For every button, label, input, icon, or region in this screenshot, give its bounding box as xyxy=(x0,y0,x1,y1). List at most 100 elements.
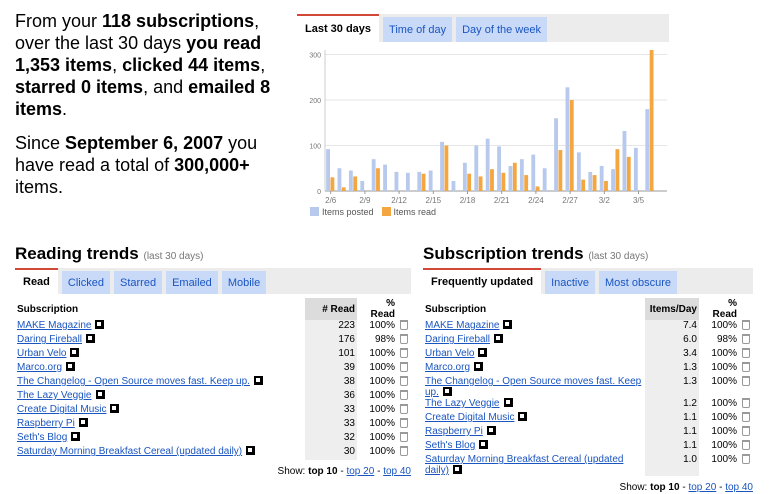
column-read-count[interactable]: # Read xyxy=(305,298,357,320)
bar-items-posted xyxy=(428,170,433,191)
subscription-link[interactable]: Saturday Morning Breakfast Cereal (updat… xyxy=(17,446,243,457)
trash-icon[interactable] xyxy=(742,454,750,464)
external-link-icon[interactable] xyxy=(95,320,105,329)
external-link-icon[interactable] xyxy=(70,348,80,357)
subscription-link[interactable]: Marco.org xyxy=(17,362,63,373)
external-link-icon[interactable] xyxy=(78,418,88,427)
trash-icon[interactable] xyxy=(742,362,750,372)
trash-icon[interactable] xyxy=(400,418,408,428)
subscription-link[interactable]: Raspberry Pi xyxy=(425,426,483,437)
trash-icon[interactable] xyxy=(742,320,750,330)
reading-trends-tabs: Read Clicked Starred Emailed Mobile xyxy=(15,268,411,294)
table-row: Saturday Morning Breakfast Cereal (updat… xyxy=(15,446,411,460)
external-link-icon[interactable] xyxy=(486,426,496,435)
tab-mobile[interactable]: Mobile xyxy=(221,271,267,294)
trash-icon[interactable] xyxy=(400,404,408,414)
bar-items-read xyxy=(524,175,529,191)
tab-last-30-days[interactable]: Last 30 days xyxy=(297,14,380,42)
trash-icon[interactable] xyxy=(742,412,750,422)
trash-icon[interactable] xyxy=(400,446,408,456)
show-top-20-link[interactable]: top 20 xyxy=(688,482,717,493)
tab-emailed[interactable]: Emailed xyxy=(166,271,218,294)
external-link-icon[interactable] xyxy=(503,320,513,329)
trash-icon[interactable] xyxy=(400,390,408,400)
external-link-icon[interactable] xyxy=(110,404,120,413)
table-header-row: Subscription Items/Day % Read xyxy=(423,298,753,320)
external-link-icon[interactable] xyxy=(478,348,488,357)
subscription-link[interactable]: Create Digital Music xyxy=(425,412,515,423)
show-top-20-link[interactable]: top 20 xyxy=(346,466,375,477)
external-link-icon[interactable] xyxy=(479,440,489,449)
subscription-link[interactable]: MAKE Magazine xyxy=(17,320,92,331)
subscription-link[interactable]: Urban Velo xyxy=(17,348,67,359)
external-link-icon[interactable] xyxy=(442,387,452,396)
subscription-link[interactable]: MAKE Magazine xyxy=(425,320,500,331)
subscription-link[interactable]: The Changelog - Open Source moves fast. … xyxy=(17,376,250,387)
subscription-link[interactable]: Saturday Morning Breakfast Cereal (updat… xyxy=(425,454,624,476)
subscription-link[interactable]: Seth's Blog xyxy=(17,432,68,443)
bar-items-read xyxy=(444,145,449,191)
subscription-link[interactable]: Seth's Blog xyxy=(425,440,476,451)
trash-icon[interactable] xyxy=(400,348,408,358)
tab-most-obscure[interactable]: Most obscure xyxy=(598,271,678,294)
trash-icon[interactable] xyxy=(400,320,408,330)
unsubscribe-cell xyxy=(397,432,411,446)
trash-icon[interactable] xyxy=(742,426,750,436)
subscription-link[interactable]: Daring Fireball xyxy=(425,334,491,345)
trash-icon[interactable] xyxy=(742,398,750,408)
subscription-link[interactable]: The Lazy Veggie xyxy=(17,390,92,401)
subscription-link[interactable]: The Changelog - Open Source moves fast. … xyxy=(425,376,642,398)
reading-trends-table: Subscription # Read % Read MAKE Magazine… xyxy=(15,298,411,460)
trash-icon[interactable] xyxy=(742,440,750,450)
external-link-icon[interactable] xyxy=(494,334,504,343)
table-row: Urban Velo 3.4 100% xyxy=(423,348,753,362)
reading-show-controls: Show: top 10 - top 20 - top 40 xyxy=(277,466,411,477)
y-tick-label: 0 xyxy=(317,189,321,196)
table-row: Marco.org 1.3 100% xyxy=(423,362,753,376)
subscription-cell: Create Digital Music xyxy=(423,412,645,426)
subscription-link[interactable]: Create Digital Music xyxy=(17,404,107,415)
external-link-icon[interactable] xyxy=(474,362,484,371)
external-link-icon[interactable] xyxy=(253,376,263,385)
trash-icon[interactable] xyxy=(742,376,750,386)
column-items-per-day[interactable]: Items/Day xyxy=(645,298,699,320)
tab-day-of-week[interactable]: Day of the week xyxy=(456,17,547,42)
bar-items-read xyxy=(353,176,358,191)
external-link-icon[interactable] xyxy=(71,432,81,441)
subscription-link[interactable]: Urban Velo xyxy=(425,348,475,359)
bar-items-posted xyxy=(371,159,376,191)
subscription-link[interactable]: Marco.org xyxy=(425,362,471,373)
tab-clicked[interactable]: Clicked xyxy=(61,271,110,294)
table-row: Create Digital Music 1.1 100% xyxy=(423,412,753,426)
external-link-icon[interactable] xyxy=(246,446,256,455)
chart-tabs: Last 30 days Time of day Day of the week xyxy=(297,14,669,42)
activity-chart-svg: 0 100 200 300 2/6 2/9 2/12 2/15 2/18 2/21 2/24 2/27… xyxy=(309,50,667,205)
bar-items-read xyxy=(558,150,563,191)
external-link-icon[interactable] xyxy=(503,398,513,407)
external-link-icon[interactable] xyxy=(86,334,96,343)
tab-read[interactable]: Read xyxy=(15,268,58,294)
trash-icon[interactable] xyxy=(400,362,408,372)
tab-frequently-updated[interactable]: Frequently updated xyxy=(423,268,542,294)
tab-time-of-day[interactable]: Time of day xyxy=(383,17,453,42)
subscription-link[interactable]: Raspberry Pi xyxy=(17,418,75,429)
external-link-icon[interactable] xyxy=(95,390,105,399)
trash-icon[interactable] xyxy=(742,334,750,344)
bar-items-posted xyxy=(588,171,593,191)
subscription-link[interactable]: Daring Fireball xyxy=(17,334,83,345)
show-top-40-link[interactable]: top 40 xyxy=(725,482,753,493)
trash-icon[interactable] xyxy=(400,376,408,386)
bar-items-posted xyxy=(645,109,650,191)
external-link-icon[interactable] xyxy=(518,412,528,421)
percent-cell: 100% xyxy=(711,320,737,331)
tab-starred[interactable]: Starred xyxy=(113,271,163,294)
subscription-link[interactable]: The Lazy Veggie xyxy=(425,398,500,409)
trash-icon[interactable] xyxy=(742,348,750,358)
trash-icon[interactable] xyxy=(400,334,408,344)
percent-cell: 100% xyxy=(711,412,737,423)
tab-inactive[interactable]: Inactive xyxy=(545,271,595,294)
show-top-40-link[interactable]: top 40 xyxy=(383,466,411,477)
external-link-icon[interactable] xyxy=(452,465,462,474)
external-link-icon[interactable] xyxy=(66,362,76,371)
trash-icon[interactable] xyxy=(400,432,408,442)
